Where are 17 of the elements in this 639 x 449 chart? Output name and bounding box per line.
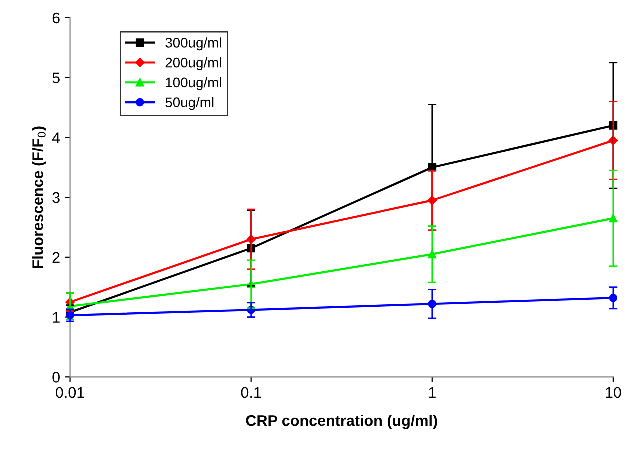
y-axis-title: Fluorescence (F/F$_{0}$): [32, 126, 46, 268]
y-tick-label: 1: [53, 312, 60, 323]
y-tick-label: 6: [52, 12, 60, 24]
x-tick-label: 10: [606, 387, 622, 398]
x-tick-label: 0.01: [56, 387, 84, 398]
y-tick-label: 0: [52, 372, 60, 383]
legend-label: 50ug/ml: [166, 97, 214, 110]
legend-label: 300ug/ml: [166, 38, 222, 51]
x-tick-label: 1: [429, 387, 436, 398]
y-tick-label: 2: [52, 252, 60, 263]
y-tick-label: 4: [52, 132, 60, 144]
legend-label: 100ug/ml: [166, 77, 222, 90]
y-tick-label: 5: [52, 72, 60, 84]
legend-label: 200ug/ml: [166, 58, 222, 70]
y-tick-label: 3: [52, 192, 60, 204]
x-tick-label: 0.1: [241, 387, 262, 398]
x-axis-title: CRP concentration (ug/ml): [246, 415, 438, 430]
